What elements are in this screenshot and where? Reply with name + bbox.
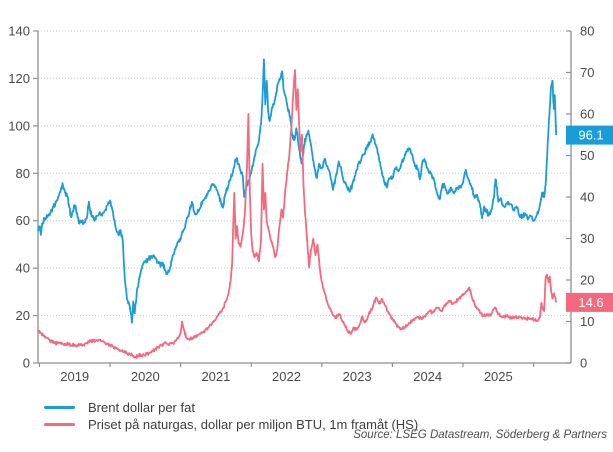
legend-item-brent: Brent dollar per fat [44, 399, 418, 416]
last-value-badge [566, 125, 613, 145]
left-axis-tick-label: 140 [8, 24, 30, 39]
x-axis-year-label: 2023 [343, 369, 372, 384]
right-axis-tick-label: 40 [580, 190, 594, 205]
last-value-text: 14.6 [578, 295, 603, 310]
gas-series-line [37, 69, 558, 359]
left-axis-tick-label: 20 [16, 308, 30, 323]
source-note: Source: LSEG Datastream, Söderberg & Par… [353, 429, 607, 441]
left-axis-tick-label: 60 [16, 213, 30, 228]
right-axis-tick-label: 30 [580, 231, 594, 246]
legend-label-brent: Brent dollar per fat [88, 400, 195, 415]
brent-line-swatch-icon [44, 406, 75, 409]
right-axis-tick-label: 70 [580, 65, 594, 80]
left-axis-tick-label: 0 [23, 356, 30, 371]
right-axis-tick-label: 20 [580, 273, 594, 288]
x-axis-year-label: 2020 [131, 369, 160, 384]
legend-label-gas: Priset på naturgas, dollar per miljon BT… [88, 417, 419, 432]
left-axis-tick-label: 80 [16, 166, 30, 181]
x-axis-year-label: 2022 [272, 369, 301, 384]
legend: Brent dollar per fat Priset på naturgas,… [44, 399, 418, 433]
left-axis-tick-label: 40 [16, 261, 30, 276]
last-value-text: 96.1 [578, 128, 603, 143]
x-axis-year-label: 2025 [484, 369, 513, 384]
last-value-badge [566, 292, 613, 312]
brent-series-line [37, 58, 558, 324]
gas-line-swatch-icon [44, 423, 75, 426]
right-axis-tick-label: 10 [580, 314, 594, 329]
right-axis-tick-label: 50 [580, 148, 594, 163]
x-axis-year-label: 2019 [60, 369, 89, 384]
legend-item-gas: Priset på naturgas, dollar per miljon BT… [44, 416, 418, 433]
right-axis-tick-label: 0 [580, 356, 587, 371]
right-axis-tick-label: 80 [580, 24, 594, 39]
left-axis-tick-label: 100 [8, 118, 30, 133]
x-axis-year-label: 2024 [413, 369, 442, 384]
x-axis-year-label: 2021 [201, 369, 230, 384]
left-axis-tick-label: 120 [8, 71, 30, 86]
right-axis-tick-label: 60 [580, 107, 594, 122]
